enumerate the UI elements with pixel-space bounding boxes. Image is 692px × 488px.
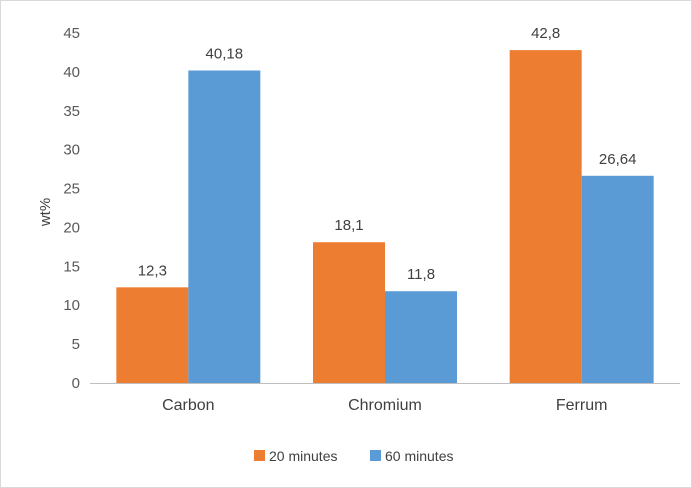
legend-swatch	[254, 450, 265, 461]
y-tick-label: 0	[72, 375, 80, 392]
x-axis-category-labels: Carbon Chromium Ferrum	[162, 397, 607, 414]
legend: 20 minutes 60 minutes	[254, 448, 453, 464]
y-tick-label: 35	[63, 103, 80, 120]
y-tick-label: 30	[63, 142, 80, 159]
y-axis-title: wt%	[37, 198, 54, 227]
x-category-label: Ferrum	[556, 397, 608, 414]
bar-carbon-60-minutes	[188, 70, 261, 383]
bar-chromium-60-minutes	[385, 291, 457, 383]
bar-ferrum-60-minutes	[581, 175, 654, 383]
data-label: 40,18	[206, 45, 244, 62]
legend-label: 20 minutes	[269, 448, 337, 464]
bar-carbon-20-minutes	[116, 287, 189, 383]
y-tick-label: 25	[63, 181, 80, 198]
data-label: 42,8	[531, 25, 560, 42]
y-tick-label: 45	[63, 25, 80, 42]
y-axis-ticks: 0 5 10 15 20 25 30 35 40 45	[63, 25, 80, 392]
data-label: 12,3	[138, 262, 167, 279]
x-category-label: Chromium	[348, 397, 422, 414]
data-label: 18,1	[334, 217, 363, 234]
data-label: 26,64	[599, 151, 637, 168]
legend-swatch	[370, 450, 381, 461]
bars	[116, 50, 654, 383]
y-tick-label: 5	[72, 336, 80, 353]
bar-chromium-20-minutes	[313, 242, 385, 383]
data-labels: 12,3 40,18 18,1 11,8 42,8 26,64	[138, 25, 637, 283]
x-category-label: Carbon	[162, 397, 214, 414]
bar-ferrum-20-minutes	[509, 50, 582, 383]
y-tick-label: 20	[63, 219, 80, 236]
data-label: 11,8	[407, 266, 435, 283]
y-tick-label: 15	[63, 258, 80, 275]
y-tick-label: 10	[63, 297, 80, 314]
legend-label: 60 minutes	[385, 448, 453, 464]
y-tick-label: 40	[63, 64, 80, 81]
